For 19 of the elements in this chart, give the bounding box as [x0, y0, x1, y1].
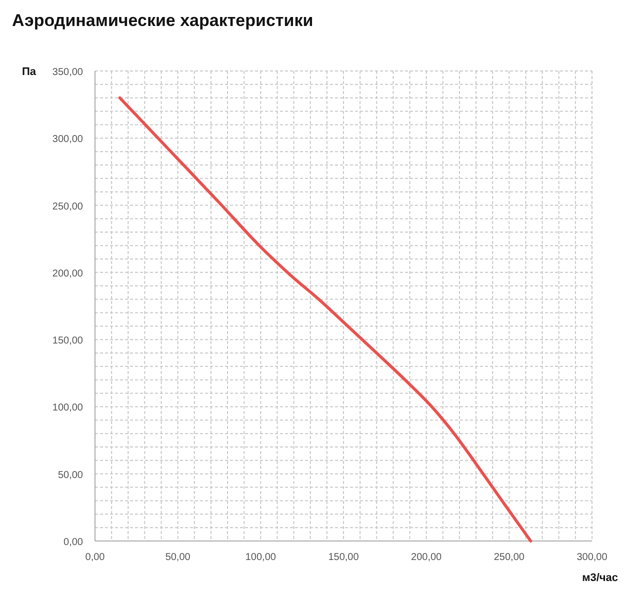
x-tick-label: 200,00 [411, 552, 442, 563]
x-tick-label: 250,00 [494, 552, 525, 563]
chart-title: Аэродинамические характеристики [12, 11, 314, 30]
y-tick-label: 350,00 [52, 67, 84, 78]
x-tick-label: 50,00 [165, 552, 191, 563]
y-tick-label: 100,00 [52, 402, 84, 414]
y-tick-label: 250,00 [52, 201, 84, 212]
x-tick-label: 150,00 [328, 552, 360, 563]
y-tick-label: 300,00 [52, 134, 84, 146]
y-tick-label: 0,00 [64, 537, 84, 548]
y-tick-label: 150,00 [52, 336, 84, 347]
x-tick-label: 300,00 [576, 552, 608, 563]
y-axis-title: Па [22, 66, 37, 78]
x-axis-title: м3/час [582, 572, 618, 584]
y-tick-label: 200,00 [52, 268, 84, 280]
line-series [118, 96, 532, 542]
x-tick-label: 0,00 [85, 552, 106, 563]
x-tick-label: 100,00 [245, 552, 276, 563]
y-tick-label: 50,00 [58, 470, 84, 481]
